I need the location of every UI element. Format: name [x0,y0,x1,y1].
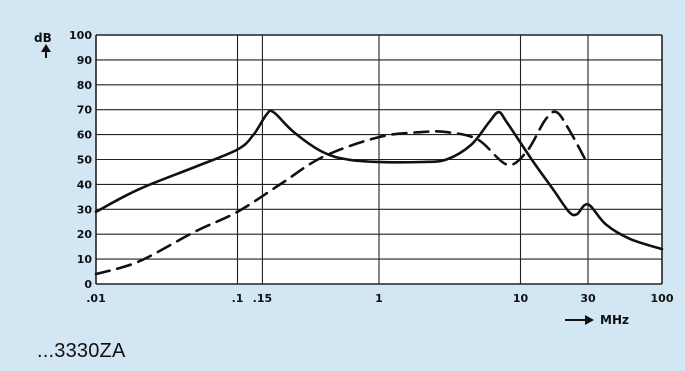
up-arrow-icon [41,44,51,58]
y-tick-labels: 0 10 20 30 40 50 60 70 80 90 100 [69,29,92,291]
y-tick-label: 0 [84,278,92,291]
solid-series-line [94,109,664,251]
y-tick-label: 50 [77,154,93,167]
x-tick-label: 30 [580,292,596,305]
right-arrow-icon [565,315,594,325]
x-tick-label: .15 [253,292,273,305]
x-tick-label: 100 [651,292,674,305]
series-group [94,109,664,276]
y-tick-label: 70 [77,104,93,117]
y-tick-label: 90 [77,54,93,67]
y-tick-label: 10 [77,253,93,266]
figure-caption: ...3330ZA [37,340,126,362]
x-tick-label: .1 [232,292,244,305]
x-tick-label: 10 [513,292,529,305]
x-tick-label: 1 [375,292,383,305]
y-tick-label: 20 [77,228,93,241]
y-tick-label: 40 [77,178,93,191]
y-tick-label: 30 [77,203,93,216]
y-axis-label: dB [34,31,52,45]
y-tick-label: 80 [77,79,93,92]
x-axis-label: MHz [600,313,629,327]
x-tick-label: .01 [86,292,106,305]
y-tick-label: 60 [77,129,93,142]
dashed-series-line [94,110,590,276]
y-tick-label: 100 [69,29,92,42]
x-tick-labels: .01 .1 .15 1 10 30 100 [86,292,674,305]
